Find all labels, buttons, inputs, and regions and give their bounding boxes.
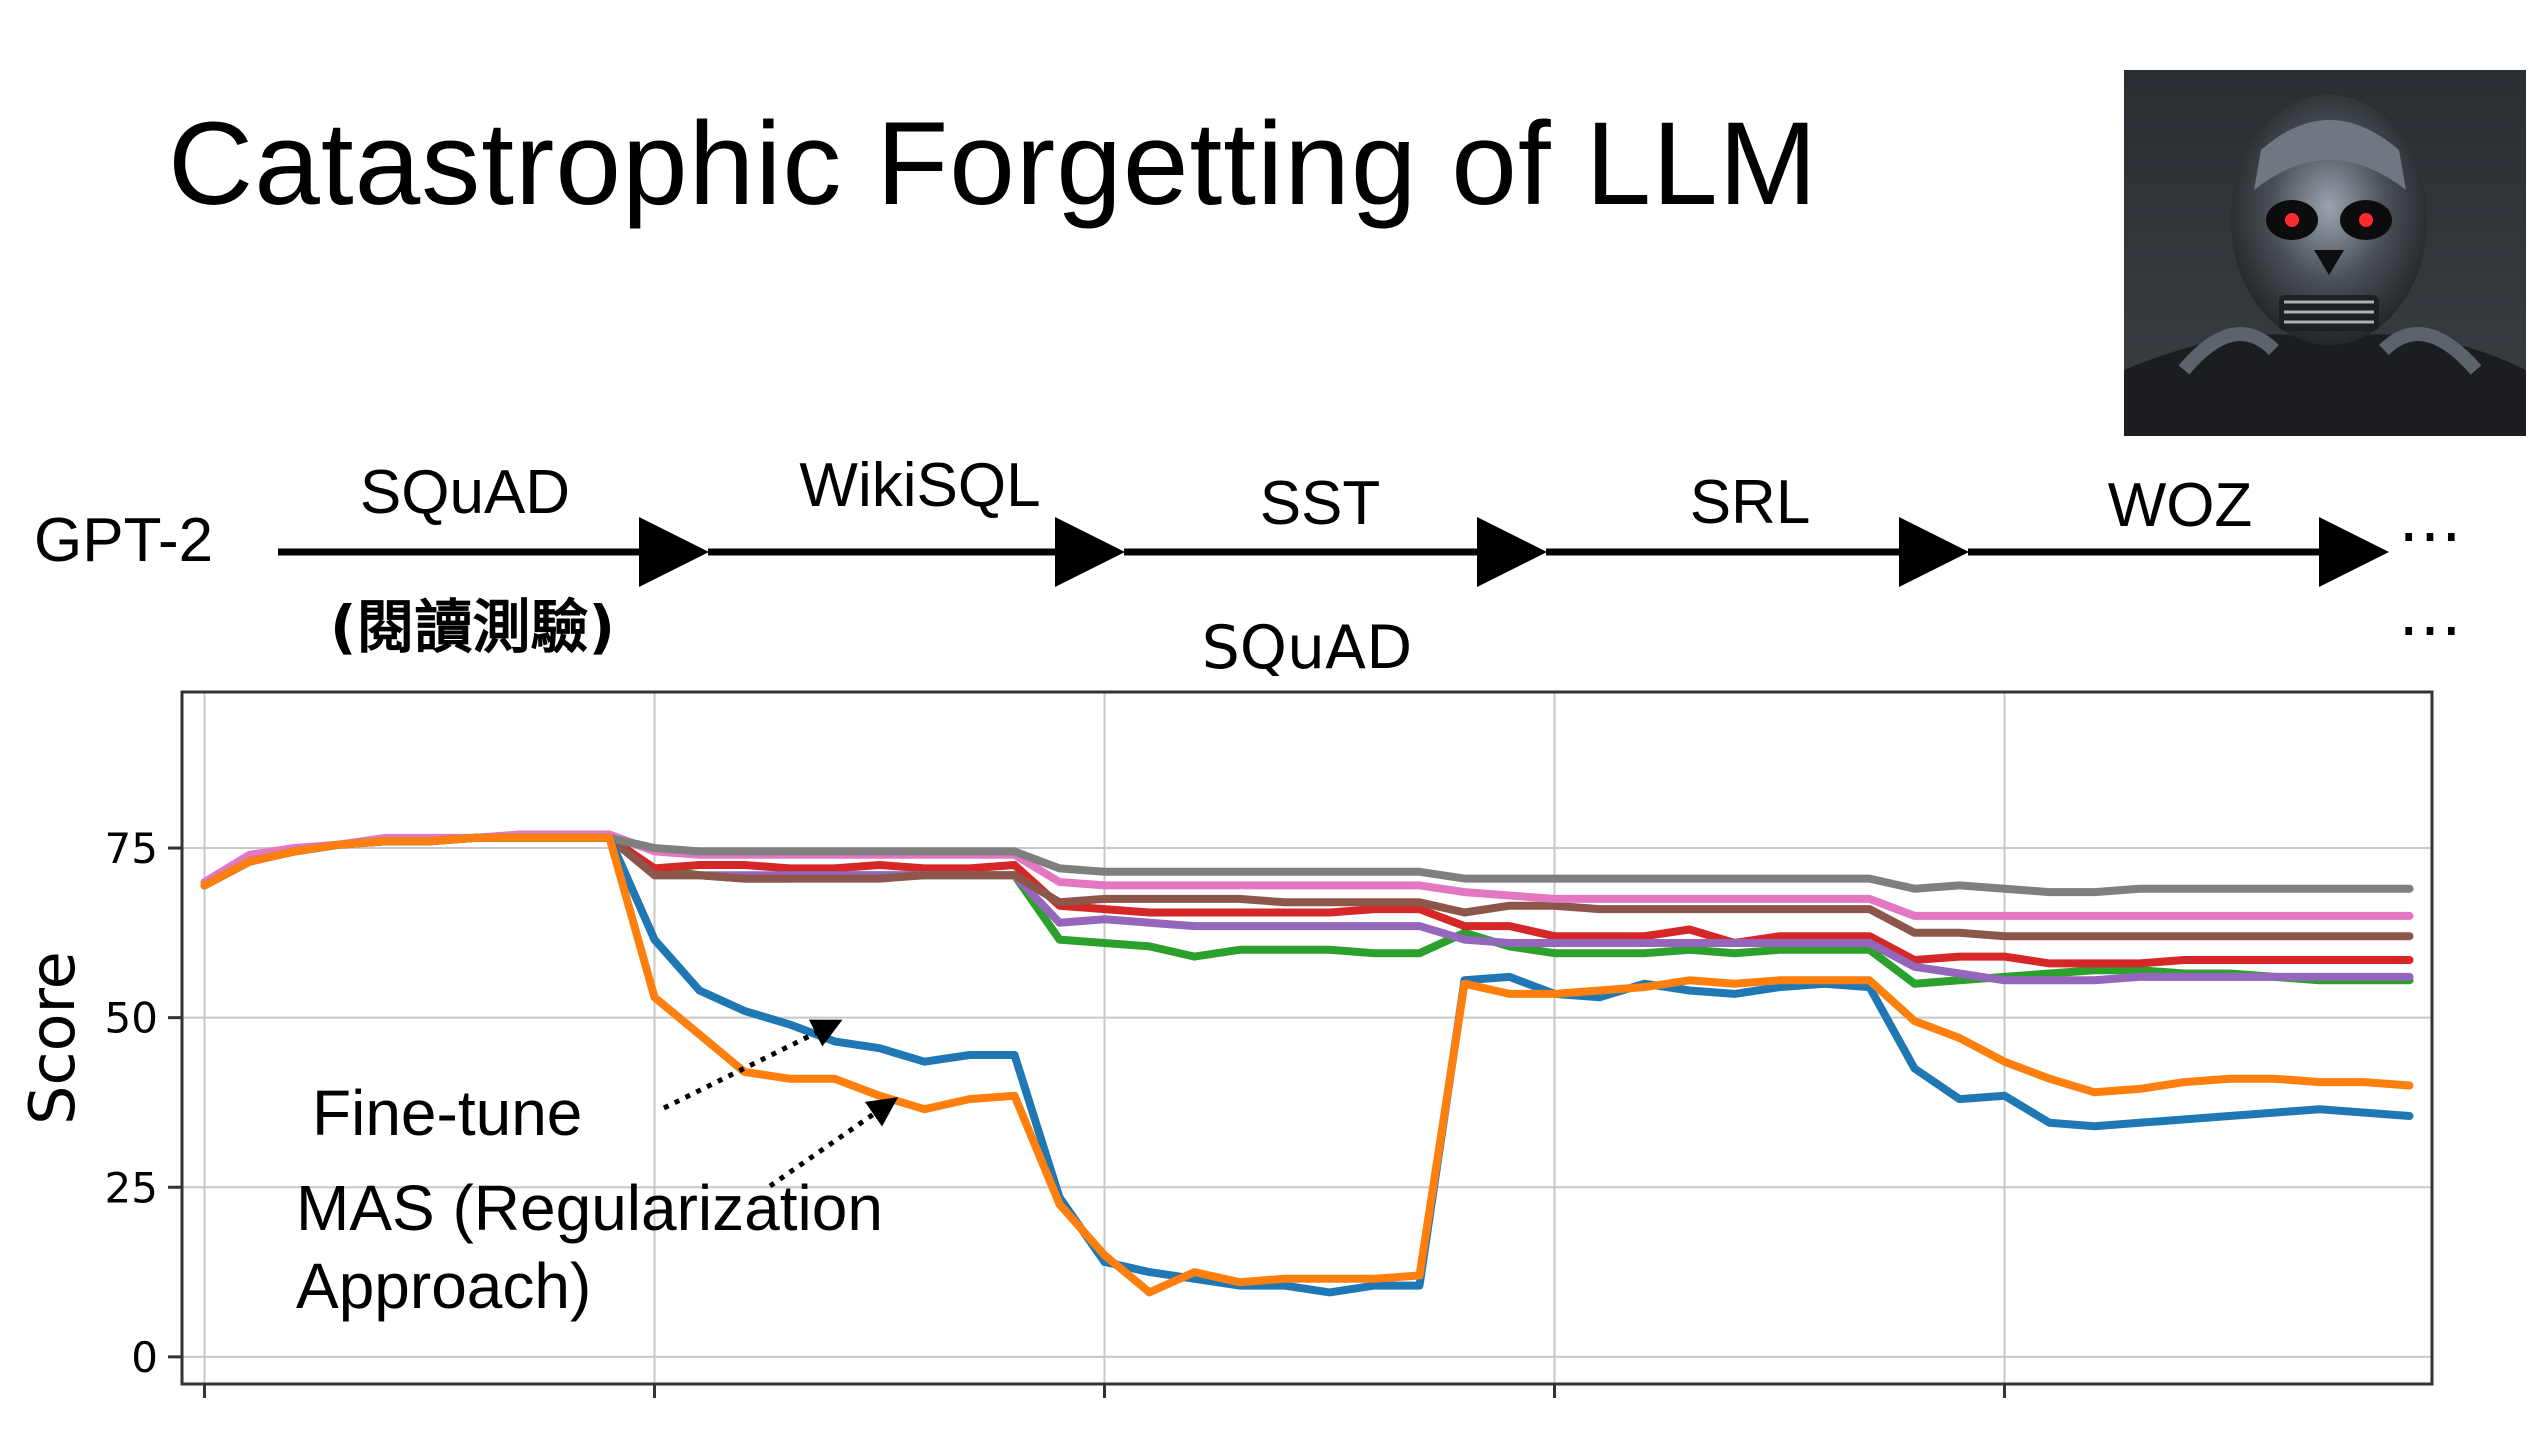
- y-tick-label: 0: [131, 1333, 158, 1382]
- mas-annotation-line2: Approach): [296, 1250, 592, 1322]
- task-label-wikisql: WikiSQL: [799, 451, 1041, 520]
- chart-title: SQuAD: [1202, 613, 1413, 683]
- task-label-sst: SST: [1259, 469, 1381, 538]
- ellipsis-bottom: …: [2398, 577, 2466, 651]
- task-label-srl: SRL: [1689, 468, 1811, 537]
- task-label-woz: WOZ: [2107, 471, 2253, 540]
- ellipsis-top: …: [2398, 483, 2466, 557]
- fine-tune-annotation: Fine-tune: [312, 1077, 583, 1149]
- y-tick-label: 50: [105, 994, 158, 1043]
- series-line-mas: [200, 833, 2414, 1297]
- y-tick-label: 25: [105, 1163, 158, 1212]
- chart-series: [200, 830, 2414, 1297]
- mas-annotation-line1: MAS (Regularization: [296, 1172, 883, 1244]
- chart-grid: [182, 692, 2432, 1384]
- y-tick-label: 75: [105, 824, 158, 873]
- model-label: GPT-2: [34, 506, 214, 575]
- plot-frame: [180, 690, 2434, 1386]
- y-axis: 0 25 50 75: [105, 824, 182, 1382]
- task-note-reading-comprehension: (閱讀測驗): [330, 593, 616, 661]
- fine-tune-pointer: [662, 1019, 843, 1111]
- task-label-squad: SQuAD: [359, 458, 571, 527]
- terminator-robot-icon: [2124, 70, 2526, 436]
- mas-pointer: [768, 1097, 899, 1189]
- x-axis: [203, 1384, 2006, 1398]
- y-axis-label: Score: [16, 951, 89, 1125]
- slide-title: Catastrophic Forgetting of LLM: [168, 98, 1819, 230]
